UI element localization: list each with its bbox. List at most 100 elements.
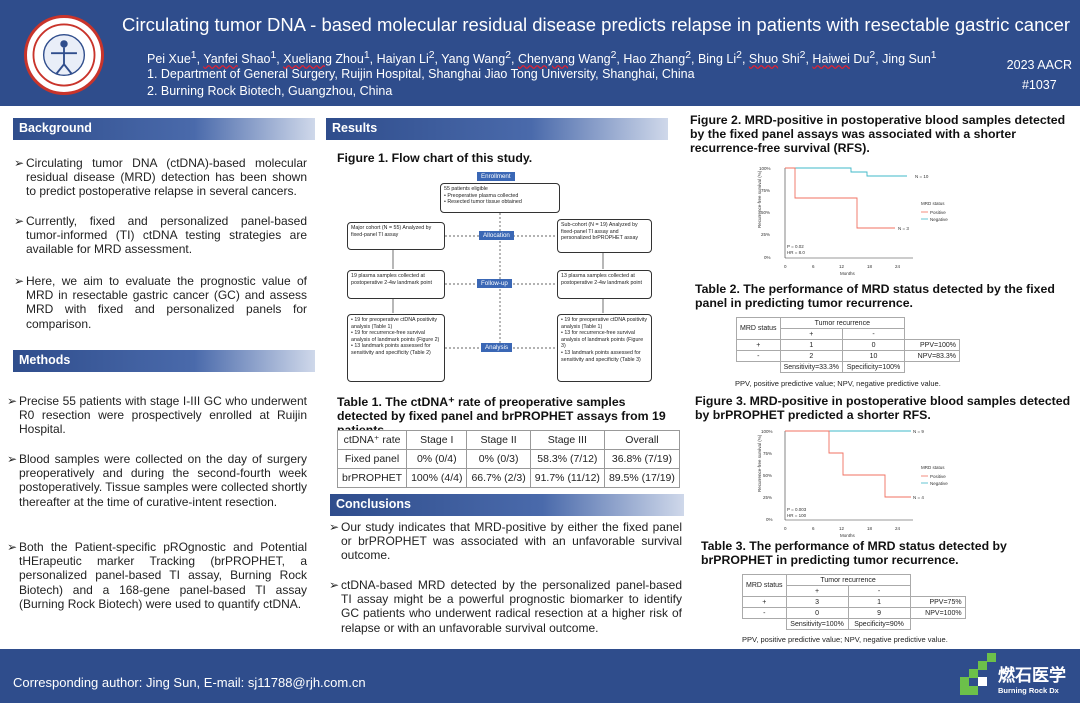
table2-title: Table 2. The performance of MRD status d… bbox=[695, 282, 1055, 310]
table3-title: Table 3. The performance of MRD status d… bbox=[701, 539, 1007, 567]
flow-label-enrollment: Enrollment bbox=[477, 172, 515, 181]
table2: MRD status Tumor recurrence + - + 1 0 PP… bbox=[736, 317, 961, 373]
affiliation-2: 2. Burning Rock Biotech, Guangzhou, Chin… bbox=[147, 84, 393, 98]
table3-cell: 0 bbox=[785, 607, 849, 619]
burning-rock-logo: 燃石医学 Burning Rock Dx bbox=[958, 653, 1070, 701]
brand-name-en: Burning Rock Dx bbox=[998, 686, 1059, 695]
table3-cell bbox=[743, 619, 787, 630]
hospital-logo bbox=[24, 15, 104, 95]
table3-cell: Specificity=90% bbox=[847, 618, 911, 630]
corresponding-author: Corresponding author: Jing Sun, E-mail: … bbox=[13, 675, 366, 690]
flow-label-allocation: Allocation bbox=[479, 231, 514, 240]
table1-cell: 89.5% (17/19) bbox=[603, 468, 680, 488]
table1: ctDNA⁺ rate Stage I Stage II Stage III O… bbox=[336, 430, 680, 488]
table-row: Fixed panel 0% (0/4) 0% (0/3) 58.3% (7/1… bbox=[336, 449, 680, 469]
figure2-ytick: 75% bbox=[761, 188, 770, 193]
table2-note: PPV, positive predictive value; NPV, neg… bbox=[735, 379, 941, 388]
figure1-title: Figure 1. Flow chart of this study. bbox=[337, 151, 533, 165]
table1-cell: brPROPHET bbox=[336, 468, 408, 488]
poster-footer: Corresponding author: Jing Sun, E-mail: … bbox=[0, 649, 1080, 703]
figure2-legend-positive: Positive bbox=[930, 210, 946, 215]
conclusion-item-1: ➢ Our study indicates that MRD-positive b… bbox=[329, 520, 682, 563]
table3-cell: NPV=100% bbox=[909, 607, 966, 619]
figure3-ytick: 25% bbox=[763, 495, 772, 500]
table3-cell: MRD status bbox=[742, 574, 787, 597]
table2-cell bbox=[905, 362, 960, 373]
table3-cell: 1 bbox=[847, 596, 911, 608]
figure2-title: Figure 2. MRD-positive in postoperative … bbox=[690, 113, 1066, 155]
figure3-legend-negative: Negative bbox=[930, 481, 948, 486]
figure3-n-neg: N = 9 bbox=[913, 429, 924, 434]
figure3-ylabel: Recurrence-free survival (%) bbox=[757, 434, 762, 492]
table-row: + 3 1 PPV=75% bbox=[742, 596, 966, 608]
table2-cell: 0 bbox=[842, 339, 906, 351]
figure2-hr: HR = 8.0 bbox=[787, 250, 805, 255]
background-item-3: ➢ Here, we aim to evaluate the prognostic… bbox=[14, 274, 307, 331]
flow-label-analysis: Analysis bbox=[481, 343, 513, 352]
figure2-xtick: 24 bbox=[895, 264, 901, 269]
table-row: MRD status Tumor recurrence bbox=[736, 317, 960, 340]
table3-cell: 3 bbox=[785, 596, 849, 608]
figure2-km-plot: Recurrence-free survival (%) 100% 75% 50… bbox=[757, 166, 948, 276]
table-row: + - bbox=[743, 585, 966, 597]
figure3-title: Figure 3. MRD-positive in postoperative … bbox=[695, 394, 1071, 422]
table2-cell: - bbox=[736, 350, 781, 362]
figure3-ytick: 0% bbox=[766, 517, 773, 522]
figure2-n-neg: N = 10 bbox=[915, 174, 929, 179]
figure3-xlabel: Months bbox=[840, 533, 856, 538]
figure3-xtick: 12 bbox=[839, 526, 845, 531]
table2-cell: - bbox=[842, 328, 906, 340]
table3-cell: + bbox=[785, 585, 849, 597]
table3-cell: PPV=75% bbox=[909, 596, 966, 608]
figure3-hr: HR = 100 bbox=[787, 513, 807, 518]
table2-cell: 2 bbox=[779, 350, 844, 362]
figure3-positive-curve bbox=[785, 430, 911, 498]
table2-cell bbox=[737, 362, 781, 373]
figure3-xtick: 18 bbox=[867, 526, 873, 531]
table1-cell: 58.3% (7/12) bbox=[529, 449, 605, 469]
conference-info: 2023 AACR #1037 bbox=[1007, 55, 1072, 95]
table2-cell: MRD status bbox=[736, 317, 781, 340]
figure2-xtick: 12 bbox=[839, 264, 845, 269]
methods-heading: Methods bbox=[13, 350, 315, 372]
poster-header: Circulating tumor DNA - based molecular … bbox=[0, 0, 1080, 106]
figure2-negative-curve bbox=[785, 167, 907, 177]
methods-item-2: ➢ Blood samples were collected on the day… bbox=[7, 452, 307, 509]
table2-cell bbox=[905, 318, 960, 329]
table2-cell: + bbox=[779, 328, 844, 340]
table1-cell: 36.8% (7/19) bbox=[603, 449, 680, 469]
figure3-n-pos: N = 4 bbox=[913, 495, 924, 500]
background-heading: Background bbox=[13, 118, 315, 140]
figure3-xtick: 6 bbox=[812, 526, 815, 531]
flow-chart: Enrollment 55 patients eligible • Preope… bbox=[343, 170, 658, 385]
figure2-positive-curve bbox=[785, 167, 895, 229]
table3-note: PPV, positive predictive value; NPV, neg… bbox=[742, 635, 948, 644]
figure2-legend-title: MRD status bbox=[921, 201, 945, 206]
flow-box-sub-cohort: Sub-cohort (N = 19) Analyzed by fixed-pa… bbox=[557, 219, 652, 253]
figure3-legend-positive: Positive bbox=[930, 474, 946, 479]
table1-header-cell: ctDNA⁺ rate bbox=[336, 430, 408, 450]
figure3-xtick: 24 bbox=[895, 526, 901, 531]
table3-cell bbox=[910, 586, 965, 597]
flow-box-left-analysis: • 19 for preoperative ctDNA positivity a… bbox=[347, 314, 445, 382]
figure3-ytick: 100% bbox=[761, 429, 773, 434]
table1-cell: 0% (0/3) bbox=[466, 449, 531, 469]
conference-name: 2023 AACR bbox=[1006, 58, 1072, 72]
table2-cell: Sensitivity=33.3% bbox=[779, 361, 844, 373]
methods-item-1: ➢ Precise 55 patients with stage I-III GC… bbox=[7, 394, 307, 437]
table1-cell: 66.7% (2/3) bbox=[466, 468, 531, 488]
methods-item-3: ➢ Both the Patient-specific pROgnostic an… bbox=[7, 540, 307, 611]
poster-title: Circulating tumor DNA - based molecular … bbox=[122, 14, 1071, 35]
figure3-km-plot: Recurrence-free survival (%) 100% 75% 50… bbox=[757, 429, 948, 538]
table1-cell: Fixed panel bbox=[336, 449, 408, 469]
background-item-2: ➢ Currently, fixed and personalized panel… bbox=[14, 214, 307, 257]
results-heading: Results bbox=[326, 118, 668, 140]
table3-cell: - bbox=[847, 585, 911, 597]
figure3-ytick: 50% bbox=[763, 473, 772, 478]
table3-cell: Sensitivity=100% bbox=[785, 618, 849, 630]
table1-header-cell: Overall bbox=[603, 430, 680, 450]
poster-number: #1037 bbox=[1021, 78, 1057, 92]
flow-box-enrollment: 55 patients eligible • Preoperative plas… bbox=[440, 183, 560, 213]
table-row: - 2 10 NPV=83.3% bbox=[736, 350, 961, 362]
table2-cell: 10 bbox=[842, 350, 906, 362]
